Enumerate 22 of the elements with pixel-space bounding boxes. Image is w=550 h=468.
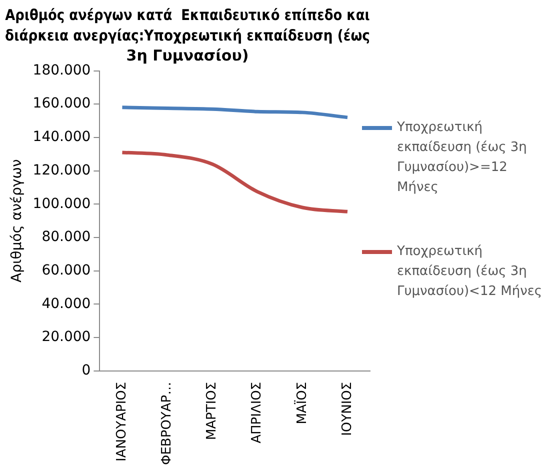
x-tick-label: ΜΑΪΟΣ <box>294 382 310 424</box>
y-tick-label: 100.000 <box>32 196 91 212</box>
y-tick-label: 40.000 <box>42 296 91 312</box>
y-tick-label: 160.000 <box>32 96 91 112</box>
y-tick-label: 0 <box>82 362 91 379</box>
y-tick-label: 140.000 <box>32 129 91 146</box>
y-tick-label: 180.000 <box>32 62 91 78</box>
x-tick-label: ΑΠΡΙΛΙΟΣ <box>250 382 265 444</box>
line-series <box>120 150 350 214</box>
chart-title: Αριθμός ανέργων κατά Εκπαιδευτικό επίπεδο και διάρκεια ανεργίας:Υποχρεωτική εκπαίδευση (έως 3η Γυμνασίου) <box>5 7 370 65</box>
x-tick-label: ΦΕΒΡΟΥΑΡ… <box>160 382 175 466</box>
y-tick-label: 60.000 <box>42 262 91 278</box>
line-series <box>120 106 350 120</box>
y-axis-title: Αριθμός ανέργων <box>9 159 26 282</box>
legend-label: Υποχρεωτική εκπαίδευση (έως 3η Γυμνασίου)<12 Μήνες <box>397 243 543 301</box>
y-tick-label: 120.000 <box>32 162 91 178</box>
legend-label: Υποχρεωτική εκπαίδευση (έως 3η Γυμνασίου)>=12 Μήνες <box>397 119 528 197</box>
y-tick-label: 20.000 <box>42 329 91 346</box>
x-tick-label: ΙΟΥΝΙΟΣ <box>340 382 355 436</box>
x-tick-label: ΙΑΝΟΥΑΡΙΟΣ <box>114 382 130 462</box>
y-tick-label: 80.000 <box>42 229 91 246</box>
x-tick-label: ΜΑΡΤΙΟΣ <box>204 382 220 440</box>
